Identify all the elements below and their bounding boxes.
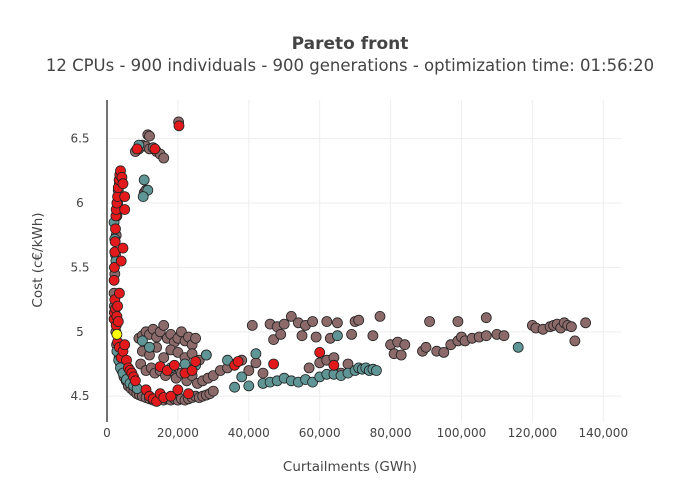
data-point-brown: [331, 317, 343, 329]
data-point-red: [109, 236, 121, 248]
data-point-red: [115, 255, 127, 267]
data-point-brown: [307, 316, 319, 327]
data-point-red: [119, 191, 131, 203]
data-point-brown: [296, 330, 308, 342]
data-point-red: [110, 223, 121, 235]
y-tick-label: 4.5: [70, 389, 89, 403]
y-tick-label: 5.5: [70, 260, 89, 274]
chart-title: Pareto front: [291, 34, 409, 54]
data-point-brown: [424, 316, 436, 327]
data-point-brown: [158, 352, 170, 364]
data-point-brown: [566, 321, 577, 333]
data-point-brown: [144, 130, 155, 142]
data-point-brown: [207, 385, 219, 397]
data-point-red: [173, 120, 185, 132]
data-point-brown: [438, 346, 450, 358]
data-point-brown: [353, 314, 365, 326]
data-point-brown: [285, 310, 297, 322]
data-point-red: [165, 390, 177, 402]
data-point-teal: [512, 341, 524, 353]
data-point-red: [119, 339, 131, 351]
data-point-red: [114, 287, 125, 299]
data-point-red: [131, 143, 143, 155]
data-point-brown: [275, 328, 287, 340]
data-point-red: [149, 143, 161, 155]
data-point-teal: [136, 335, 148, 347]
chart-subtitle: 12 CPUs - 900 individuals - 900 generati…: [45, 56, 655, 75]
data-point-red: [119, 204, 131, 215]
data-point-brown: [158, 319, 170, 331]
x-tick-label: 40,000: [228, 426, 270, 440]
data-point-brown: [190, 332, 202, 344]
data-point-teal: [250, 348, 262, 360]
data-point-brown: [452, 316, 464, 327]
data-point-red: [328, 359, 340, 371]
data-point-red: [268, 358, 280, 370]
data-point-brown: [158, 152, 170, 164]
data-point-brown: [498, 330, 510, 342]
data-point-brown: [367, 330, 379, 342]
y-axis-label: Cost (c€/kWh): [30, 212, 46, 307]
data-point-brown: [420, 341, 432, 353]
data-point-brown: [278, 318, 290, 330]
data-point-red: [168, 359, 180, 371]
data-point-teal: [243, 380, 255, 392]
data-point-brown: [395, 349, 407, 361]
data-point-teal: [370, 365, 382, 376]
data-point-brown: [321, 316, 333, 327]
data-point-teal: [229, 381, 241, 393]
x-tick-label: 100,000: [437, 426, 487, 440]
data-point-teal: [331, 330, 343, 342]
x-tick-label: 120,000: [508, 426, 558, 440]
data-point-teal: [236, 371, 248, 383]
data-point-brown: [580, 317, 591, 329]
data-point-red: [112, 316, 124, 327]
data-point-red: [117, 178, 129, 190]
data-point-red: [186, 365, 198, 376]
data-point-brown: [243, 365, 255, 376]
data-point-red: [190, 356, 202, 367]
x-tick-label: 60,000: [299, 426, 341, 440]
data-point-red: [314, 346, 326, 358]
data-point-red: [117, 242, 129, 254]
data-point-brown: [480, 330, 492, 342]
data-point-red: [108, 274, 120, 286]
data-point-teal: [137, 191, 149, 203]
x-axis-label: Curtailments (GWh): [283, 459, 417, 475]
data-point-teal: [138, 174, 150, 186]
data-point-brown: [250, 357, 262, 369]
y-tick-label: 5: [76, 325, 84, 339]
data-point-red: [129, 375, 141, 387]
x-tick-label: 20,000: [157, 426, 199, 440]
data-point-brown: [374, 310, 386, 322]
data-point-yellow: [111, 328, 123, 340]
y-tick-label: 6.5: [70, 132, 89, 146]
data-point-brown: [346, 328, 358, 340]
data-point-teal: [200, 349, 212, 361]
data-point-brown: [569, 335, 581, 347]
y-tick-label: 6: [76, 196, 84, 210]
data-point-teal: [144, 341, 155, 353]
data-point-brown: [399, 339, 411, 351]
tick-labels: 0 20,000 40,000 60,000 80,000 100,000 120,000 1…: [70, 132, 628, 440]
x-tick-label: 0: [103, 426, 111, 440]
data-point-brown: [480, 312, 492, 324]
data-point-red: [232, 356, 244, 367]
x-tick-label: 140,000: [578, 426, 628, 440]
data-point-brown: [303, 362, 315, 374]
data-point-red: [109, 261, 120, 273]
points-layer: [108, 116, 591, 407]
x-tick-label: 80,000: [370, 426, 412, 440]
data-point-red: [112, 300, 123, 312]
data-point-brown: [257, 367, 269, 379]
data-point-red: [172, 384, 184, 396]
data-point-brown: [246, 319, 258, 331]
data-point-brown: [310, 331, 322, 343]
data-point-red: [183, 388, 194, 400]
